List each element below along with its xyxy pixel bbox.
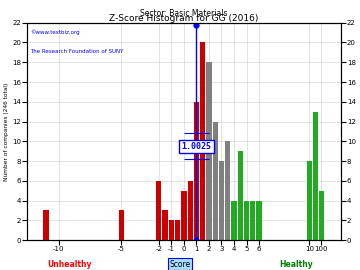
Text: Healthy: Healthy xyxy=(279,260,313,269)
Bar xyxy=(238,151,243,240)
Bar xyxy=(319,191,324,240)
Bar xyxy=(307,161,312,240)
Bar xyxy=(231,201,237,240)
Bar xyxy=(225,141,230,240)
Text: Unhealthy: Unhealthy xyxy=(47,260,91,269)
Bar xyxy=(162,210,168,240)
Bar xyxy=(313,112,318,240)
Bar xyxy=(250,201,256,240)
Title: Z-Score Histogram for GG (2016): Z-Score Histogram for GG (2016) xyxy=(109,14,258,23)
Bar xyxy=(188,181,193,240)
Bar xyxy=(219,161,224,240)
Bar xyxy=(175,220,180,240)
Text: 1.0025: 1.0025 xyxy=(181,142,211,151)
Bar xyxy=(43,210,49,240)
Text: The Research Foundation of SUNY: The Research Foundation of SUNY xyxy=(30,49,124,54)
Bar xyxy=(169,220,174,240)
Bar xyxy=(256,201,262,240)
Bar xyxy=(200,42,205,240)
Y-axis label: Number of companies (246 total): Number of companies (246 total) xyxy=(4,82,9,181)
Bar xyxy=(156,181,161,240)
Bar xyxy=(194,102,199,240)
Text: ©www.textbiz.org: ©www.textbiz.org xyxy=(30,29,80,35)
Text: Score: Score xyxy=(169,260,191,269)
Text: Sector: Basic Materials: Sector: Basic Materials xyxy=(140,9,228,18)
Bar xyxy=(213,122,218,240)
Bar xyxy=(181,191,186,240)
Bar xyxy=(206,62,212,240)
Bar xyxy=(244,201,249,240)
Bar xyxy=(118,210,124,240)
